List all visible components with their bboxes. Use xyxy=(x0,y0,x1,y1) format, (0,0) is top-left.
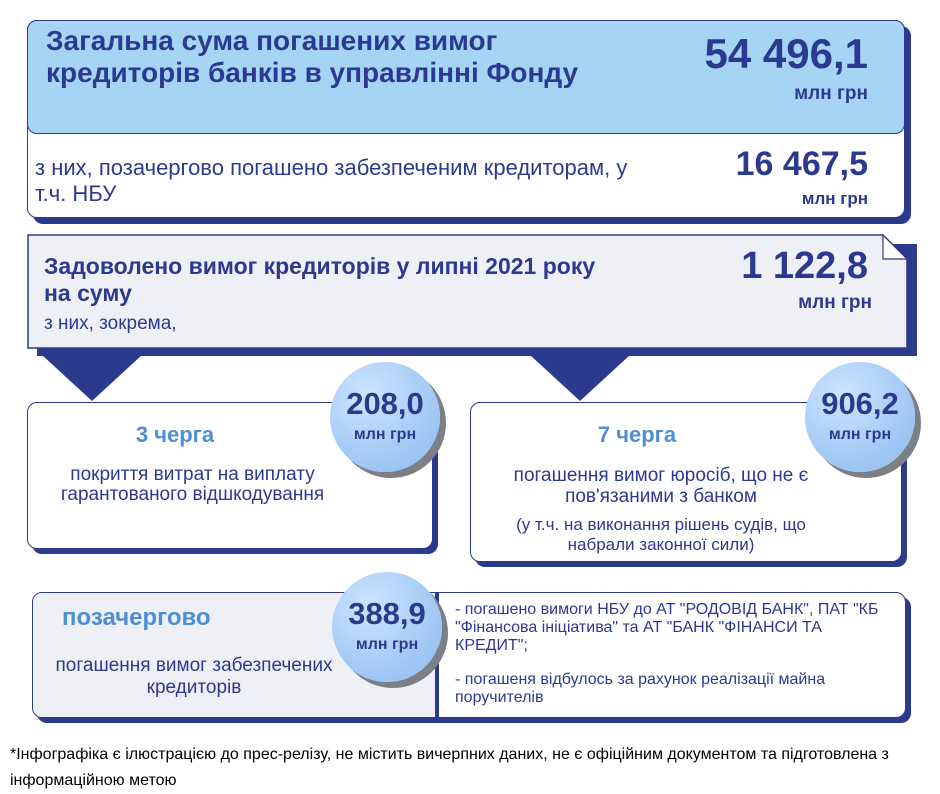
out-of-turn-detail-1: - погашено вимоги НБУ до АТ "РОДОВІД БАН… xyxy=(455,601,879,654)
queue3-amount-circle: 208,0 млн грн xyxy=(330,362,440,472)
july-subtitle: з них, зокрема, xyxy=(44,313,177,334)
queue7-value: 906,2 xyxy=(821,386,899,421)
priority-paid-text: з них, позачергово погашено забезпеченим… xyxy=(35,155,628,206)
total-header xyxy=(27,20,905,134)
july-title: Задоволено вимог кредиторів у липні 2021… xyxy=(44,253,596,306)
out-of-turn-divider xyxy=(435,593,439,717)
out-of-turn-description: погашення вимог забезпечених кредиторів xyxy=(55,655,333,698)
queue3-heading: 3 черга xyxy=(135,422,215,447)
arrow-down-icon-right xyxy=(530,355,630,401)
footnote: *Інфографіка є ілюстрацією до прес-реліз… xyxy=(10,746,889,789)
total-unit: млн грн xyxy=(794,83,868,104)
total-title: Загальна сума погашених вимог кредиторів… xyxy=(46,25,579,88)
out-of-turn-unit: млн грн xyxy=(355,636,419,653)
queue7-amount-circle: 906,2 млн грн xyxy=(805,362,915,472)
total-value: 54 496,1 xyxy=(704,30,869,77)
out-of-turn-heading: позачергово xyxy=(62,604,211,631)
queue7-unit: млн грн xyxy=(828,426,892,443)
out-of-turn-value: 388,9 xyxy=(348,596,426,631)
priority-paid-value: 16 467,5 xyxy=(735,145,868,183)
priority-paid-unit: млн грн xyxy=(801,189,868,208)
july-unit: млн грн xyxy=(798,292,872,313)
queue7-description: погашення вимог юросіб, що не є пов'язан… xyxy=(513,465,809,507)
queue3-description: покриття витрат на виплату гарантованого… xyxy=(60,464,325,505)
july-value: 1 122,8 xyxy=(741,245,868,287)
queue3-unit: млн грн xyxy=(353,426,417,443)
queue3-value: 208,0 xyxy=(346,386,424,421)
out-of-turn-amount-circle: 388,9 млн грн xyxy=(332,572,442,682)
queue7-heading: 7 черга xyxy=(597,422,677,447)
july-block xyxy=(27,233,917,356)
arrow-down-icon-left xyxy=(42,355,142,401)
queue7-note: (у т.ч. на виконання рішень судів, що на… xyxy=(516,515,806,554)
out-of-turn-detail-2: - погашеня відбулось за рахунок реалізац… xyxy=(455,671,826,706)
